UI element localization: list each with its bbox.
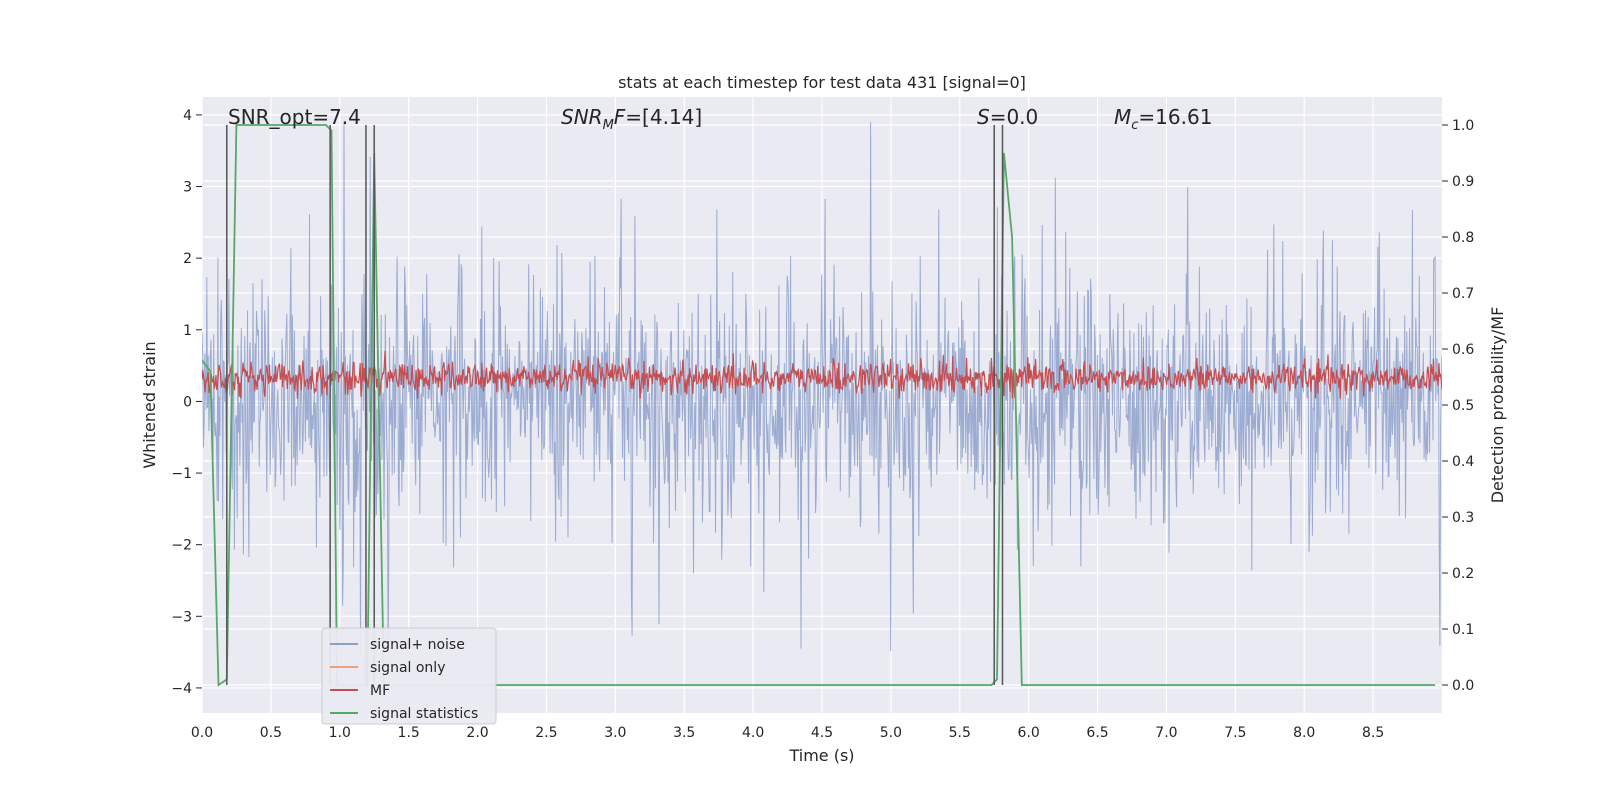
x-tick-label-16: 8.0 bbox=[1293, 725, 1315, 741]
y-right-tick-label-4: 0.6 bbox=[1452, 342, 1474, 358]
x-tick-label-2: 1.0 bbox=[329, 725, 351, 741]
y-left-tick-label-8: −4 bbox=[171, 681, 192, 697]
legend-label-0: signal+ noise bbox=[370, 637, 465, 653]
y-left-tick-label-0: 4 bbox=[183, 108, 192, 124]
annotation-snr-opt: SNR_opt=7.4 bbox=[228, 105, 361, 129]
y-left-tick-label-1: 3 bbox=[183, 180, 192, 196]
annotation-snr-mf: SNRMF=[4.14] bbox=[561, 105, 702, 133]
x-tick-label-6: 3.0 bbox=[604, 725, 626, 741]
y-left-tick-label-2: 2 bbox=[183, 251, 192, 267]
y-left-tick-labels: 4 3 2 1 0 −1 −2 −3 −4 bbox=[171, 108, 202, 697]
series-signal-noise-line bbox=[202, 122, 1442, 665]
y-right-tick-label-3: 0.7 bbox=[1452, 286, 1474, 302]
legend-label-2: MF bbox=[370, 683, 390, 699]
y-left-tick-label-3: 1 bbox=[183, 323, 192, 339]
y-left-tick-label-4: 0 bbox=[183, 394, 192, 410]
x-axis-label: Time (s) bbox=[788, 746, 854, 765]
x-tick-label-1: 0.5 bbox=[260, 725, 282, 741]
x-tick-label-15: 7.5 bbox=[1224, 725, 1246, 741]
y-right-tick-labels: 1.0 0.9 0.8 0.7 0.6 0.5 0.4 0.3 0.2 0.1 0.0 bbox=[1442, 118, 1474, 694]
x-tick-label-4: 2.0 bbox=[466, 725, 488, 741]
y-right-tick-label-2: 0.8 bbox=[1452, 230, 1474, 246]
y-left-tick-label-5: −1 bbox=[171, 466, 192, 482]
x-tick-label-9: 4.5 bbox=[811, 725, 833, 741]
legend-box bbox=[321, 627, 497, 725]
vertical-markers bbox=[226, 125, 1004, 685]
y-right-tick-label-0: 1.0 bbox=[1452, 118, 1474, 134]
x-tick-label-11: 5.5 bbox=[949, 725, 971, 741]
x-tick-label-12: 6.0 bbox=[1018, 725, 1040, 741]
series-mf-line bbox=[202, 350, 1442, 399]
x-tick-label-17: 8.5 bbox=[1362, 725, 1384, 741]
chart-title: stats at each timestep for test data 431… bbox=[618, 73, 1026, 92]
x-tick-label-0: 0.0 bbox=[191, 725, 213, 741]
y-right-tick-label-10: 0.0 bbox=[1452, 678, 1474, 694]
y-left-tick-label-6: −2 bbox=[171, 538, 192, 554]
y-right-tick-label-7: 0.3 bbox=[1452, 510, 1474, 526]
x-tick-label-5: 2.5 bbox=[535, 725, 557, 741]
x-tick-label-7: 3.5 bbox=[673, 725, 695, 741]
x-tick-label-8: 4.0 bbox=[742, 725, 764, 741]
y-right-tick-label-9: 0.1 bbox=[1452, 622, 1474, 638]
legend-label-1: signal only bbox=[370, 660, 445, 676]
x-tick-label-13: 6.5 bbox=[1086, 725, 1108, 741]
y-right-axis-label: Detection probability/MF bbox=[1488, 307, 1507, 504]
x-tick-label-14: 7.0 bbox=[1155, 725, 1177, 741]
x-tick-labels: 0.0 0.5 1.0 1.5 2.0 2.5 3.0 3.5 4.0 4.5 5.0 5.5 6.0 6… bbox=[191, 725, 1384, 741]
y-right-tick-label-1: 0.9 bbox=[1452, 174, 1474, 190]
y-left-axis-label: Whitened strain bbox=[140, 341, 159, 468]
annotation-mc: Mc=16.61 bbox=[1114, 105, 1212, 133]
legend-label-3: signal statistics bbox=[370, 706, 478, 722]
y-right-tick-label-8: 0.2 bbox=[1452, 566, 1474, 582]
y-left-tick-label-7: −3 bbox=[171, 609, 192, 625]
annotation-s: S=0.0 bbox=[977, 105, 1038, 129]
x-tick-label-3: 1.5 bbox=[398, 725, 420, 741]
y-right-tick-label-6: 0.4 bbox=[1452, 454, 1474, 470]
y-right-tick-label-5: 0.5 bbox=[1452, 398, 1474, 414]
legend: signal+ noise signal only MF signal statist… bbox=[321, 627, 497, 725]
x-tick-label-10: 5.0 bbox=[880, 725, 902, 741]
